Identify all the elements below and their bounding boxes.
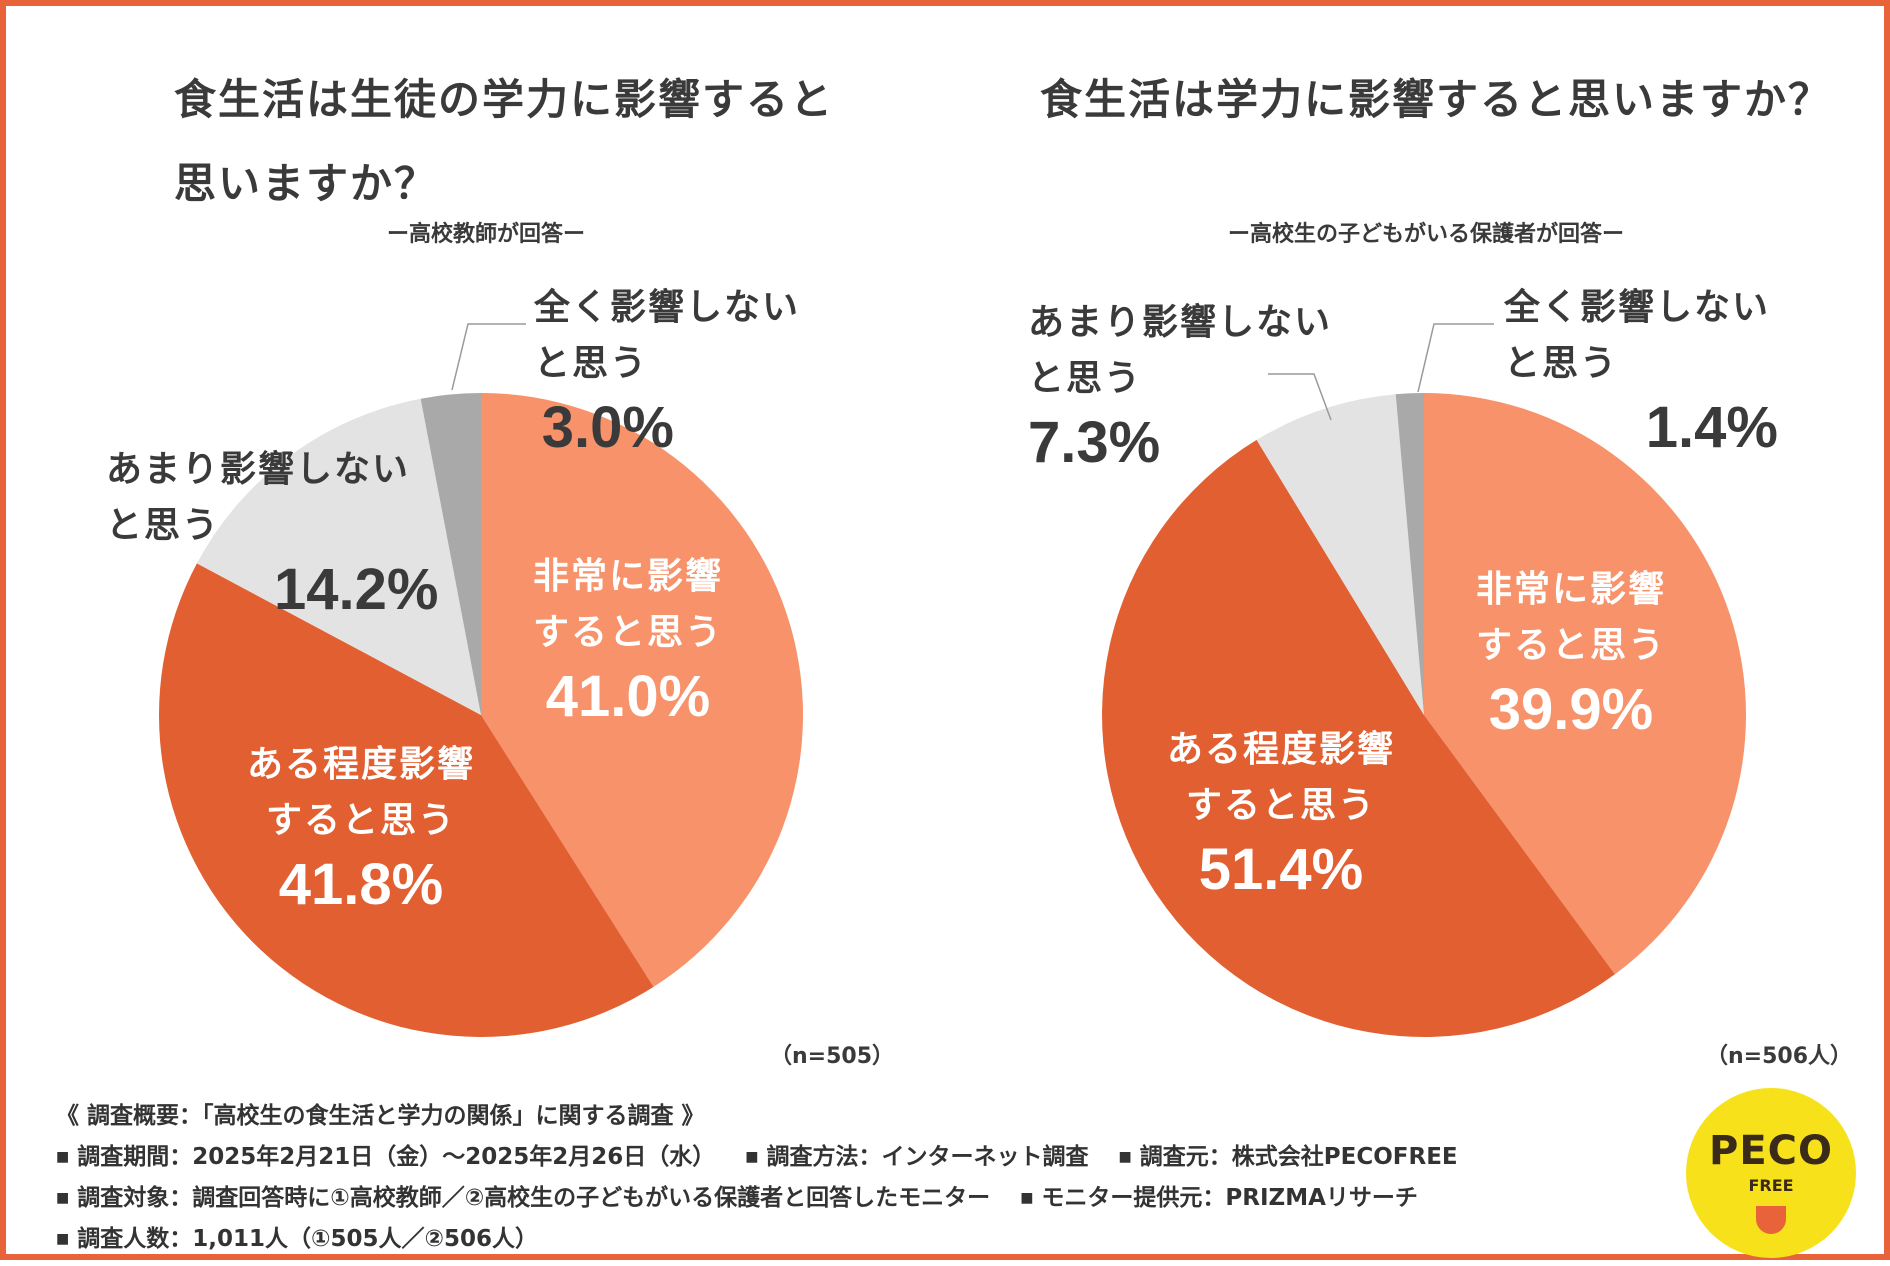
right-slice-value-1: 51.4% <box>1199 837 1363 902</box>
left-slice-label-3-line-1: と思う <box>534 343 648 384</box>
left-sample-size: （n=505） <box>770 1044 895 1069</box>
left-slice-label-2-line-0: あまり影響しない <box>106 448 410 490</box>
bullet-icon: ■ <box>56 1149 70 1165</box>
bullet-icon: ■ <box>1020 1190 1034 1206</box>
bullet-icon: ■ <box>745 1149 759 1165</box>
left-slice-value-1: 41.8% <box>279 852 443 917</box>
left-slice-value-3: 3.0% <box>542 395 674 460</box>
tongue-icon <box>1756 1206 1786 1234</box>
left-pie-slice-0 <box>481 393 803 987</box>
survey-provider: モニター提供元：PRIZMAリサーチ <box>1041 1185 1418 1211</box>
survey-line-1: ■ 調査期間：2025年2月21日（金）〜2025年2月26日（水） ■ 調査方法：イ… <box>56 1137 1656 1178</box>
right-chart-subtitle: ー高校生の子どもがいる保護者が回答ー <box>1227 222 1624 247</box>
right-pie-slice-3 <box>1395 393 1424 715</box>
bullet-icon: ■ <box>56 1231 70 1247</box>
right-slice-label-0-line-1: すると思う <box>1476 625 1666 666</box>
survey-line-2: ■ 調査対象：調査回答時に①高校教師／②高校生の子どもがいる保護者と回答したモニタ… <box>56 1178 1656 1219</box>
logo-text: PECO <box>1709 1128 1833 1174</box>
logo-subtext: FREE <box>1748 1176 1794 1195</box>
left-slice-label-1-line-0: ある程度影響 <box>247 743 475 785</box>
left-pie-slice-3 <box>420 393 481 715</box>
left-pie-slice-2 <box>196 398 481 715</box>
left-slice-label-2-line-1: と思う <box>106 505 220 546</box>
survey-heading: 《 調査概要：「高校生の食生活と学力の関係」に関する調査 》 <box>56 1103 705 1129</box>
right-slice-label-2-line-1: と思う <box>1028 358 1142 399</box>
left-slice-value-0: 41.0% <box>546 664 710 729</box>
bullet-icon: ■ <box>1118 1149 1132 1165</box>
right-leader-line-1 <box>1417 323 1494 393</box>
right-pie-slice-2 <box>1256 394 1424 715</box>
bullet-icon: ■ <box>56 1190 70 1206</box>
right-slice-value-3: 1.4% <box>1646 395 1778 460</box>
right-slice-value-0: 39.9% <box>1489 677 1653 742</box>
right-slice-label-1-line-1: すると思う <box>1186 785 1376 826</box>
right-slice-label-0-line-0: 非常に影響 <box>1476 568 1666 610</box>
left-slice-label-1-line-1: すると思う <box>266 800 456 841</box>
right-slice-label-2-line-0: あまり影響しない <box>1028 301 1332 343</box>
pecofree-logo: PECO FREE <box>1686 1088 1856 1258</box>
left-leader-line-0 <box>451 323 526 391</box>
left-slice-value-2: 14.2% <box>274 557 438 622</box>
survey-target: 調査対象：調査回答時に①高校教師／②高校生の子どもがいる保護者と回答したモニター <box>77 1185 991 1211</box>
right-slice-label-3-line-1: と思う <box>1504 343 1618 384</box>
left-slice-label-3-line-0: 全く影響しない <box>533 286 800 328</box>
survey-method: 調査方法：インターネット調査 <box>766 1144 1089 1170</box>
survey-source: 調査元：株式会社PECOFREE <box>1139 1144 1458 1170</box>
survey-summary: 《 調査概要：「高校生の食生活と学力の関係」に関する調査 》 ■ 調査期間：202… <box>56 1096 1656 1260</box>
survey-line-3: ■ 調査人数：1,011人（①505人／②506人） <box>56 1219 1656 1260</box>
right-leader-line-0 <box>1268 373 1332 421</box>
pie-charts: 非常に影響すると思う41.0%ある程度影響すると思う41.8%あまり影響しないと… <box>106 286 1778 1038</box>
survey-count: 調査人数：1,011人（①505人／②506人） <box>77 1226 538 1252</box>
right-slice-value-2: 7.3% <box>1028 410 1160 475</box>
right-pie-slice-1 <box>1102 439 1615 1037</box>
survey-period: 調査期間：2025年2月21日（金）〜2025年2月26日（水） <box>77 1144 716 1170</box>
right-sample-size: （n=506人） <box>1706 1044 1853 1069</box>
left-chart-title: 食生活は生徒の学力に影響すると思いますか？ <box>174 75 835 208</box>
left-pie-slice-1 <box>158 563 654 1038</box>
right-slice-label-1-line-0: ある程度影響 <box>1167 728 1395 770</box>
right-slice-label-3-line-0: 全く影響しない <box>1503 286 1770 328</box>
left-chart-subtitle: ー高校教師が回答ー <box>386 222 585 247</box>
right-chart-title: 食生活は学力に影響すると思いますか？ <box>1040 75 1833 124</box>
right-pie-slice-0 <box>1424 392 1747 975</box>
left-slice-label-0-line-0: 非常に影響 <box>533 555 723 597</box>
left-slice-label-0-line-1: すると思う <box>533 612 723 653</box>
